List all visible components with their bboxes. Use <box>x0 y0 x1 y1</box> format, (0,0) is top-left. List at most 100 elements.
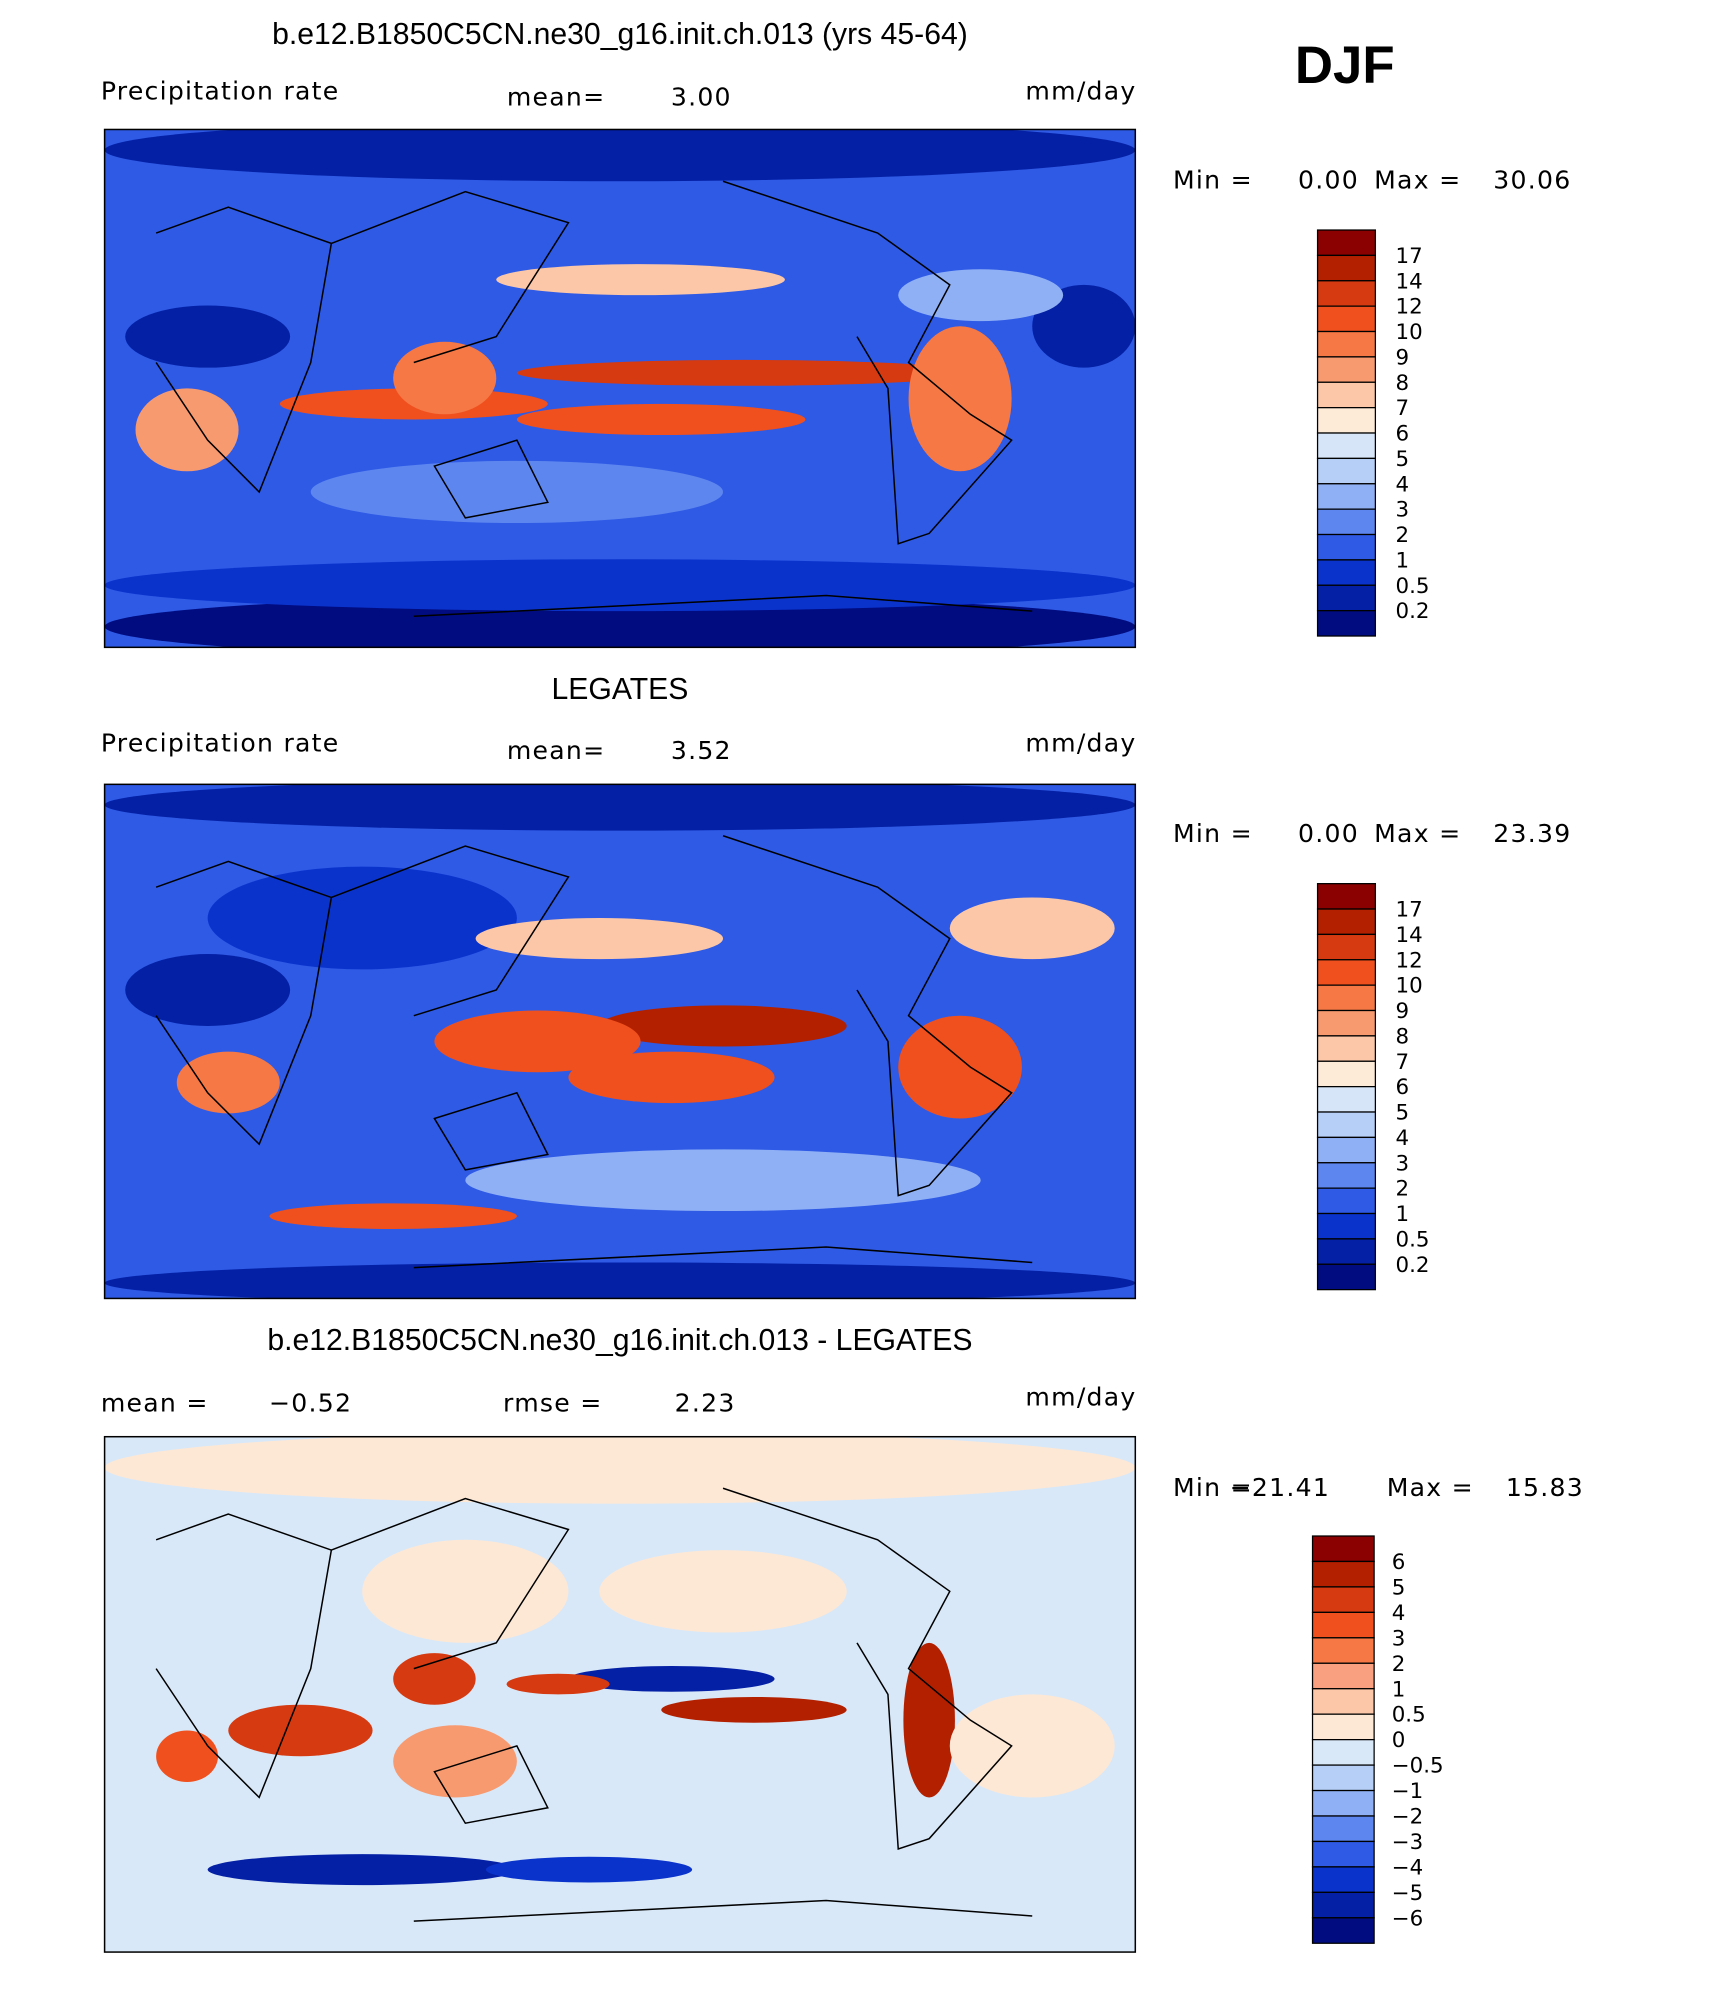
field-contour <box>228 1704 373 1757</box>
field-contour <box>207 866 517 970</box>
units-label: mm/day <box>1025 729 1136 758</box>
colorbar-box <box>1316 933 1377 961</box>
colorbar-box <box>1316 432 1377 460</box>
colorbar-box <box>1316 1263 1377 1291</box>
coastline <box>331 845 570 1017</box>
coastline <box>413 594 1033 618</box>
colorbar-box <box>1311 1586 1375 1613</box>
colorbar-box <box>1316 1162 1377 1189</box>
colorbar-box <box>1316 1060 1377 1088</box>
colorbar-label: 1 <box>1395 1202 1409 1227</box>
colorbar-box <box>1316 1212 1377 1240</box>
colorbar-box <box>1311 1815 1375 1843</box>
colorbar-label: −1 <box>1392 1779 1424 1804</box>
min-value: −21.41 <box>1230 1473 1331 1502</box>
colorbar-box <box>1316 559 1377 586</box>
colorbar-label: −5 <box>1392 1881 1424 1906</box>
field-contour <box>908 326 1012 472</box>
colorbar-box <box>1316 254 1377 282</box>
max-value: 23.39 <box>1493 819 1571 848</box>
variable-label: Precipitation rate <box>101 729 340 758</box>
colorbar-label: 10 <box>1395 974 1422 999</box>
field-contour <box>125 953 291 1026</box>
field-contour <box>362 1539 569 1643</box>
colorbar-box <box>1316 1086 1377 1113</box>
colorbar-label: 6 <box>1392 1550 1406 1575</box>
colorbar-label: 17 <box>1395 244 1422 269</box>
field-contour <box>434 1010 641 1073</box>
colorbar-label: −4 <box>1392 1855 1424 1880</box>
field-contour <box>104 1262 1136 1299</box>
map-field <box>104 1436 1136 1953</box>
field-contour <box>496 264 785 296</box>
colorbar-box <box>1311 1917 1375 1944</box>
colorbar-label: 1 <box>1392 1677 1406 1702</box>
colorbar-label: 5 <box>1392 1575 1406 1600</box>
colorbar-label: 12 <box>1395 295 1422 320</box>
colorbar-label: −2 <box>1392 1805 1424 1830</box>
map-field <box>104 129 1136 648</box>
units-label: mm/day <box>1025 76 1136 105</box>
field-contour <box>506 1673 610 1695</box>
colorbar-box <box>1311 1891 1375 1919</box>
colorbar-label: 8 <box>1395 371 1409 396</box>
field-contour <box>393 1725 517 1798</box>
colorbar-label: 0.2 <box>1395 599 1429 624</box>
max-value: 30.06 <box>1493 166 1571 195</box>
colorbar-label: 4 <box>1392 1601 1406 1626</box>
colorbar-box <box>1316 883 1377 910</box>
min-value: 0.00 <box>1298 819 1359 848</box>
colorbar-label: 3 <box>1392 1626 1406 1651</box>
field-contour <box>393 341 497 415</box>
colorbar-box <box>1311 1688 1375 1715</box>
units-label: mm/day <box>1025 1382 1136 1411</box>
map-frame <box>103 783 1137 1300</box>
colorbar-box <box>1311 1560 1375 1588</box>
panel-title: LEGATES <box>552 673 689 706</box>
colorbar-label: 0.5 <box>1395 574 1429 599</box>
field-contour <box>104 1436 1136 1504</box>
colorbar-box <box>1311 1789 1375 1817</box>
field-contour <box>135 388 239 472</box>
field-contour <box>516 403 806 436</box>
colorbar-label: 5 <box>1395 1101 1409 1126</box>
colorbar-label: 0 <box>1392 1728 1406 1753</box>
field-contour <box>393 1653 476 1705</box>
colorbar-label: 4 <box>1395 1126 1409 1151</box>
colorbar-label: 12 <box>1395 948 1422 973</box>
colorbar-label: 4 <box>1395 472 1409 497</box>
field-contour <box>568 1666 775 1692</box>
coastline <box>155 1513 333 1799</box>
map-frame <box>103 128 1137 649</box>
colorbar-box <box>1316 984 1377 1012</box>
field-contour <box>485 1856 693 1883</box>
colorbar-box <box>1316 1187 1377 1215</box>
colorbar-box <box>1311 1840 1375 1868</box>
field-contour <box>310 460 724 524</box>
field-contour <box>269 1203 517 1230</box>
colorbar-box <box>1316 356 1377 383</box>
mean-value: 3.00 <box>671 83 732 112</box>
panel-title: b.e12.B1850C5CN.ne30_g16.init.ch.013 (yr… <box>272 18 968 51</box>
field-contour <box>104 595 1136 648</box>
field-contour <box>599 1550 847 1633</box>
coastline <box>155 206 333 494</box>
colorbar-label: 7 <box>1395 1050 1409 1075</box>
colorbar-label: 6 <box>1395 422 1409 447</box>
field-contour <box>661 1696 847 1723</box>
colorbar-box <box>1316 508 1377 536</box>
colorbar-box <box>1316 533 1377 561</box>
colorbar-box <box>1311 1662 1375 1690</box>
panel-title: b.e12.B1850C5CN.ne30_g16.init.ch.013 - L… <box>267 1324 972 1357</box>
field-contour <box>898 269 1064 322</box>
field-contour <box>903 1642 955 1798</box>
field-contour <box>465 1149 981 1212</box>
coastline <box>722 180 1013 545</box>
colorbar-box <box>1316 908 1377 936</box>
colorbar-label: 14 <box>1395 269 1422 294</box>
field-contour <box>949 1694 1115 1798</box>
field-contour <box>949 897 1115 960</box>
colorbar-box <box>1311 1739 1375 1766</box>
